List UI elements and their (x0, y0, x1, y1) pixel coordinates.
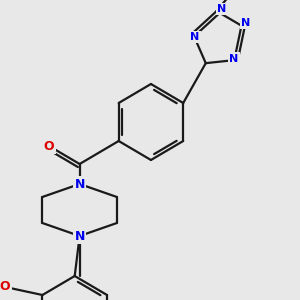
Text: N: N (190, 32, 199, 42)
Text: N: N (74, 178, 85, 190)
Text: O: O (0, 280, 11, 293)
Text: N: N (74, 230, 85, 242)
Text: N: N (229, 54, 239, 64)
Text: N: N (217, 4, 226, 14)
Text: N: N (241, 17, 250, 28)
Text: O: O (44, 140, 54, 152)
